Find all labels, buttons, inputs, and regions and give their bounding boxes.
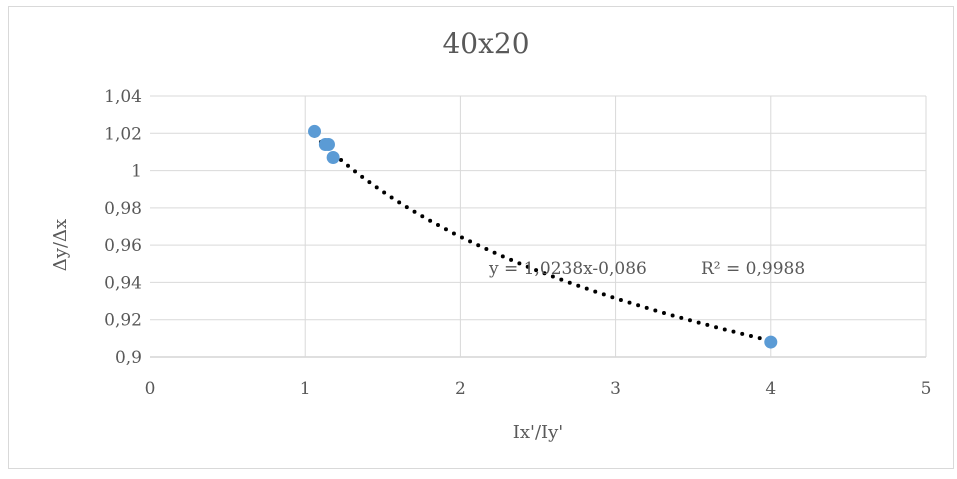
x-tick-label: 5 [921,379,932,399]
data-point [308,124,322,138]
trendline-curve [312,133,773,343]
x-tick-label: 1 [300,379,311,399]
gridlines [150,95,927,358]
x-tick-label: 4 [765,379,776,399]
y-tick-label: 0,94 [104,273,142,293]
trendline-r2: R² = 0,9988 [701,259,805,279]
x-axis-title: Ix'/Iy' [513,422,564,443]
y-tick-label: 0,96 [104,236,142,256]
y-tick-label: 1,02 [104,124,142,144]
x-tick-label: 0 [145,379,156,399]
tick-labels: 0,9 0,92 0,94 0,96 0,98 1 1,02 1,04 0 1 2 3 4 5 [104,87,931,399]
y-tick-label: 0,92 [104,311,142,331]
x-tick-label: 3 [610,379,621,399]
data-point [321,137,335,151]
data-point [326,151,340,165]
y-tick-label: 0,9 [115,348,142,368]
trendline-equation: y = 1,0238x-0,086 [488,259,647,279]
y-tick-label: 1 [131,162,142,182]
chart-title: 40x20 [442,27,529,60]
chart-area [8,6,954,469]
x-tick-label: 2 [455,379,466,399]
y-axis-title: Δy/Δx [50,219,71,271]
trendline [312,133,773,343]
y-tick-label: 1,04 [104,87,142,107]
y-tick-label: 0,98 [104,199,142,219]
data-points [308,124,778,349]
data-point [764,335,778,349]
